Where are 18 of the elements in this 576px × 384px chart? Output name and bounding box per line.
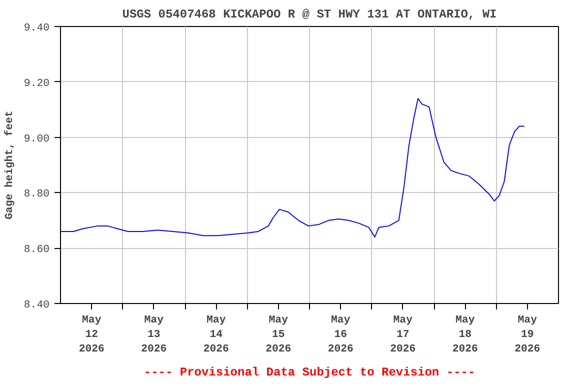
y-axis-title: Gage height, feet	[4, 110, 16, 220]
x-tick-label: May 17 2026	[390, 314, 416, 356]
y-tick-label: 9.20	[24, 78, 50, 90]
y-tick-label: 8.80	[24, 188, 50, 201]
y-tick-label: 8.60	[24, 244, 50, 256]
x-tick-label: May 13 2026	[141, 314, 167, 356]
x-tick-label: May 14 2026	[203, 314, 229, 356]
x-tick-label: May 19 2026	[514, 314, 540, 356]
line-series	[60, 98, 525, 238]
y-tick-label: 9.40	[24, 22, 50, 34]
x-tick-label: May 18 2026	[452, 314, 478, 356]
x-tick-label: May 12 2026	[78, 314, 104, 356]
text: ---- Provisional Data Subject to Revision ----	[144, 366, 476, 380]
x-tick-label: May 16 2026	[328, 314, 354, 356]
x-tick-label: May 15 2026	[266, 314, 292, 356]
chart-title: USGS 05407468 KICKAPOO R @ ST HWY 131 AT ONTARIO, WI	[122, 8, 497, 22]
y-tick-label: 9.00	[24, 133, 50, 146]
y-tick-label: 8.40	[24, 300, 50, 312]
